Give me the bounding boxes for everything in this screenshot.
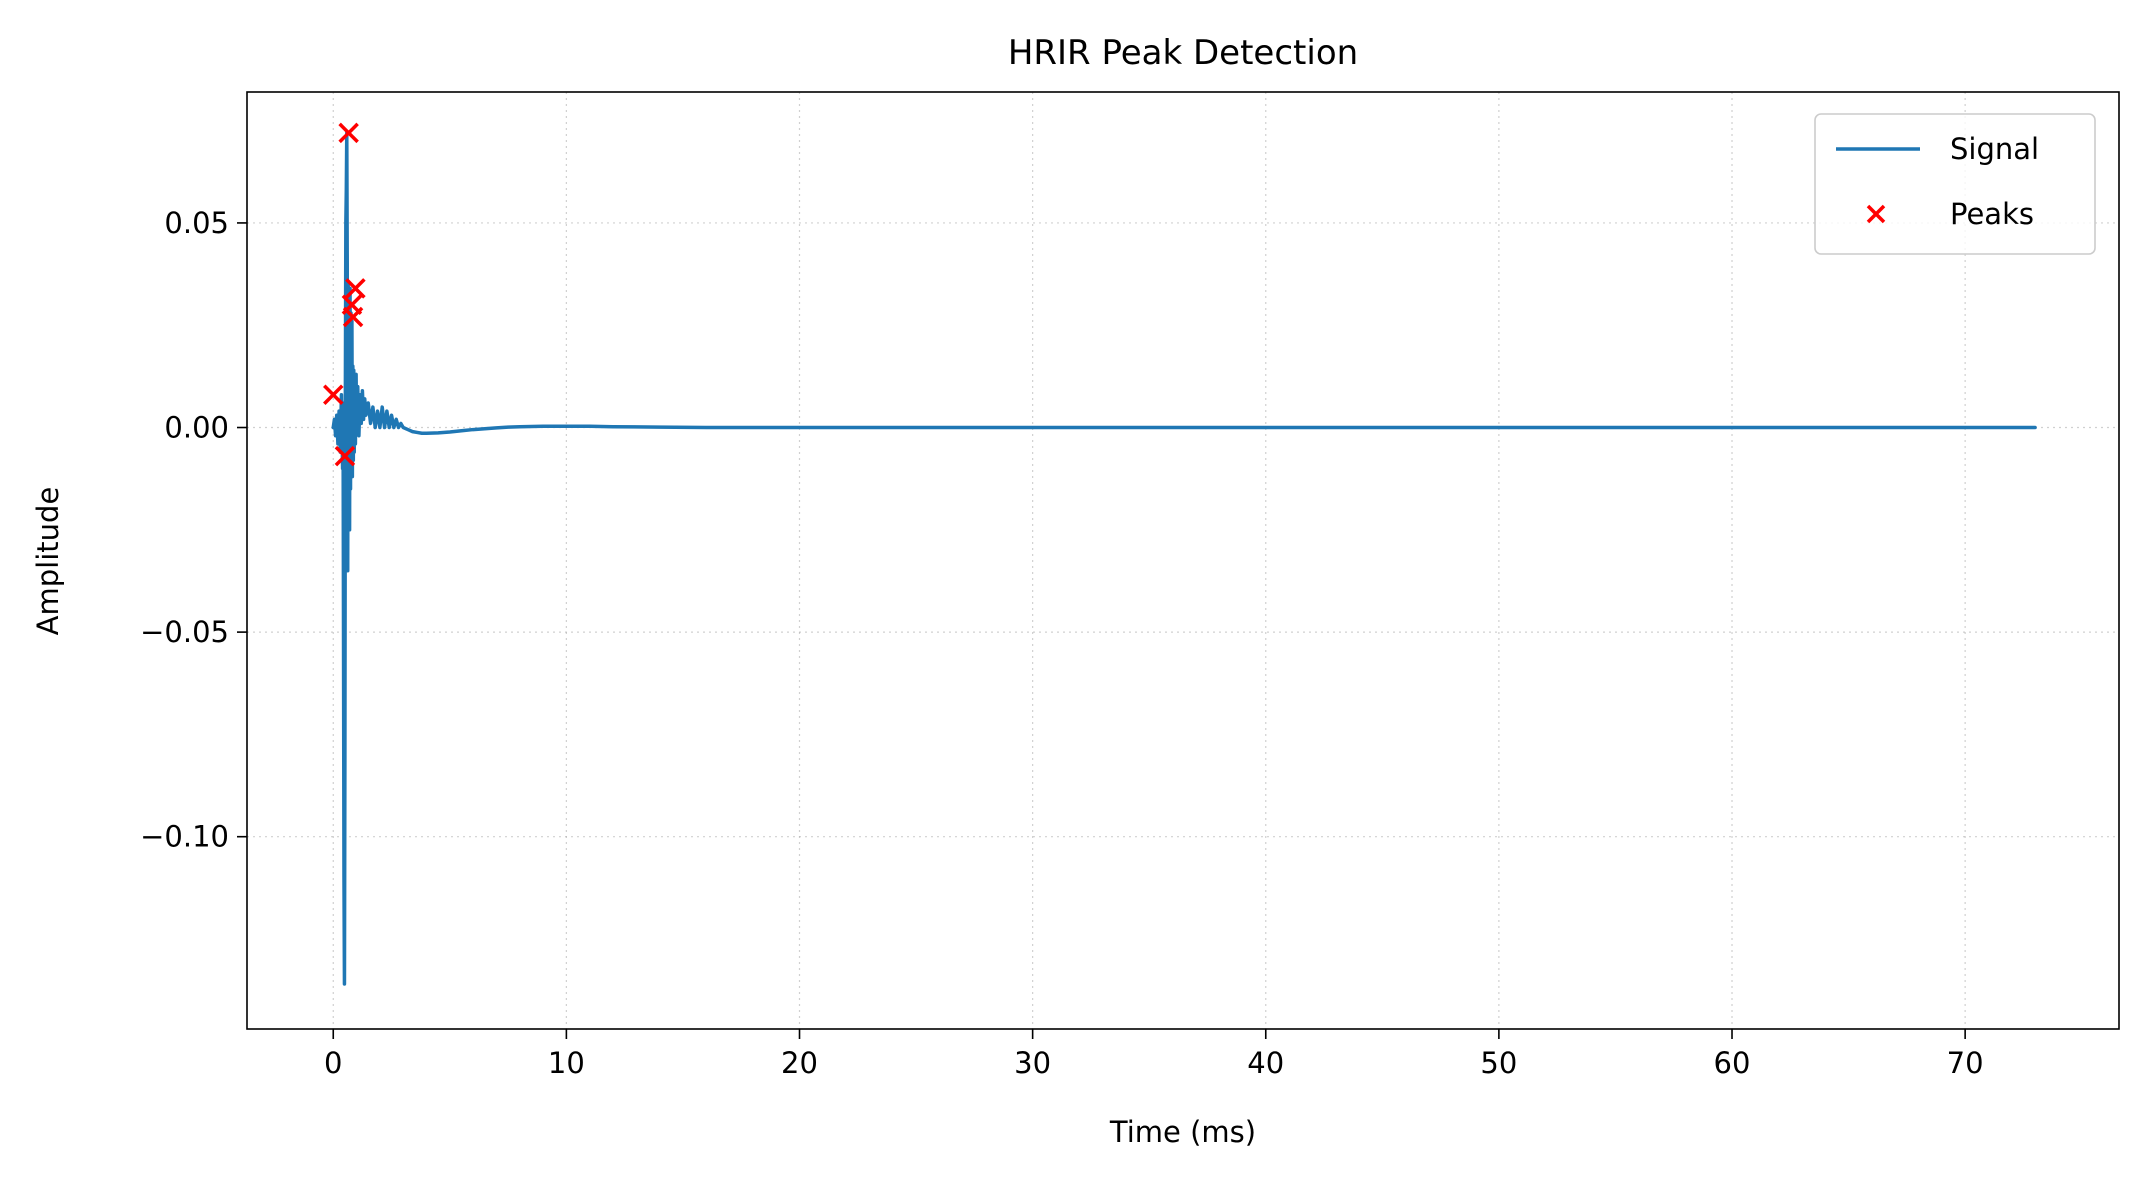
y-axis-label: Amplitude [31, 487, 65, 636]
peak-marker [342, 306, 364, 328]
y-tick-label: 0.00 [164, 411, 229, 445]
y-tick-label: 0.05 [164, 206, 229, 240]
legend-peaks-swatch [1866, 204, 1886, 224]
x-tick-label: 50 [1480, 1046, 1517, 1080]
plot-frame [246, 91, 2120, 1030]
peak-marker [334, 445, 356, 467]
peak-marker [338, 122, 359, 144]
y-tick-label: −0.05 [140, 615, 229, 649]
x-axis-label: Time (ms) [1109, 1115, 1256, 1149]
legend-signal-label: Signal [1950, 132, 2039, 166]
signal-line [331, 131, 2037, 986]
x-tick-label: 40 [1247, 1046, 1284, 1080]
legend: Signal Peaks [1814, 113, 2096, 255]
plot-area [323, 122, 2037, 986]
x-tick-label: 20 [781, 1046, 818, 1080]
y-tick-label: −0.10 [140, 820, 229, 854]
x-tick-label: 60 [1714, 1046, 1751, 1080]
chart-title: HRIR Peak Detection [1008, 33, 1358, 73]
x-tick-label: 0 [324, 1046, 342, 1080]
peak-marker [323, 384, 344, 406]
peak-marker [345, 278, 366, 299]
axis-ticks: 0 10 20 30 40 50 60 70 −0.10 −0.05 0.00 0.05 [140, 206, 1983, 1080]
x-tick-label: 30 [1014, 1046, 1051, 1080]
x-tick-label: 70 [1947, 1046, 1984, 1080]
legend-peaks-label: Peaks [1950, 197, 2034, 231]
x-tick-label: 10 [548, 1046, 585, 1080]
